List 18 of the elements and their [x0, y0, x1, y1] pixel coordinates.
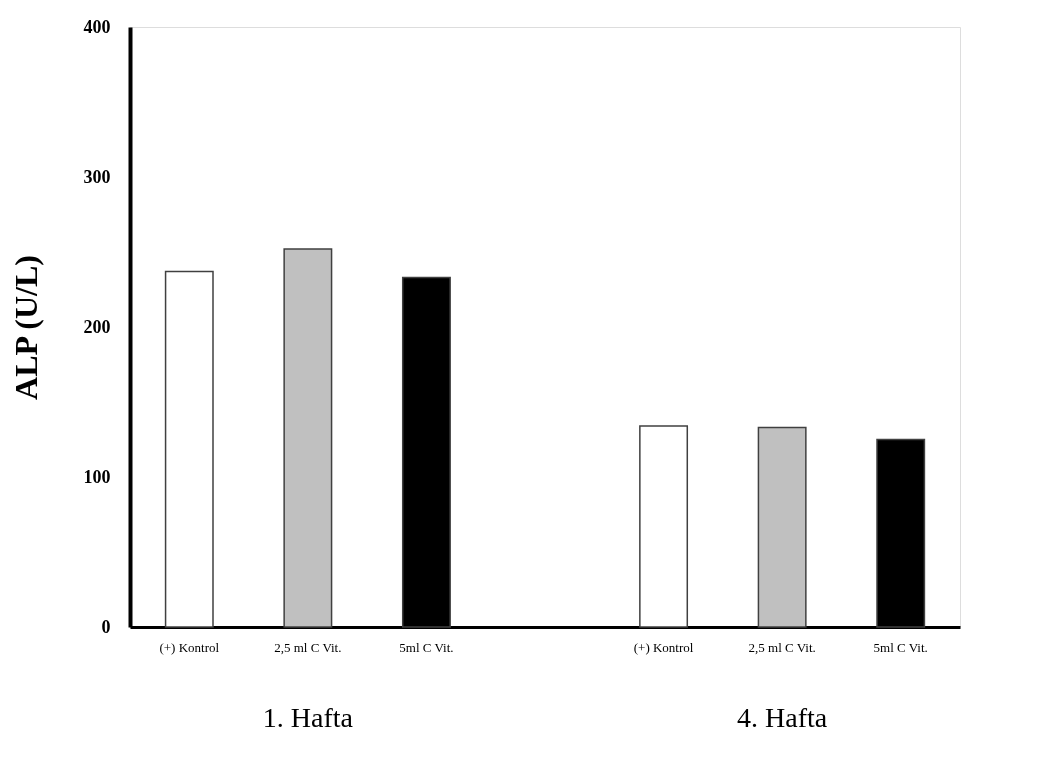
x-tick-label: 2,5 ml C Vit.: [274, 639, 342, 655]
x-tick-label: 5ml C Vit.: [399, 639, 454, 655]
y-tick-label: 0: [101, 616, 111, 637]
x-tick-label: 2,5 ml C Vit.: [748, 639, 816, 655]
y-tick-label: 300: [83, 166, 111, 187]
x-tick-label: 5ml C Vit.: [873, 639, 928, 655]
y-tick-label: 200: [83, 316, 111, 337]
y-axis-title: ALP (U/L): [7, 255, 44, 400]
bar: [283, 248, 333, 628]
text: 1. Hafta: [262, 702, 354, 733]
bar: [639, 425, 689, 628]
y-tick-label: 100: [83, 466, 111, 487]
bar: [757, 426, 807, 628]
x-tick-label: (+) Kontrol: [159, 639, 220, 655]
y-tick-label: 400: [83, 16, 111, 37]
text: 4. Hafta: [737, 702, 828, 733]
x-tick-label: (+) Kontrol: [633, 639, 694, 655]
bar: [164, 270, 214, 628]
